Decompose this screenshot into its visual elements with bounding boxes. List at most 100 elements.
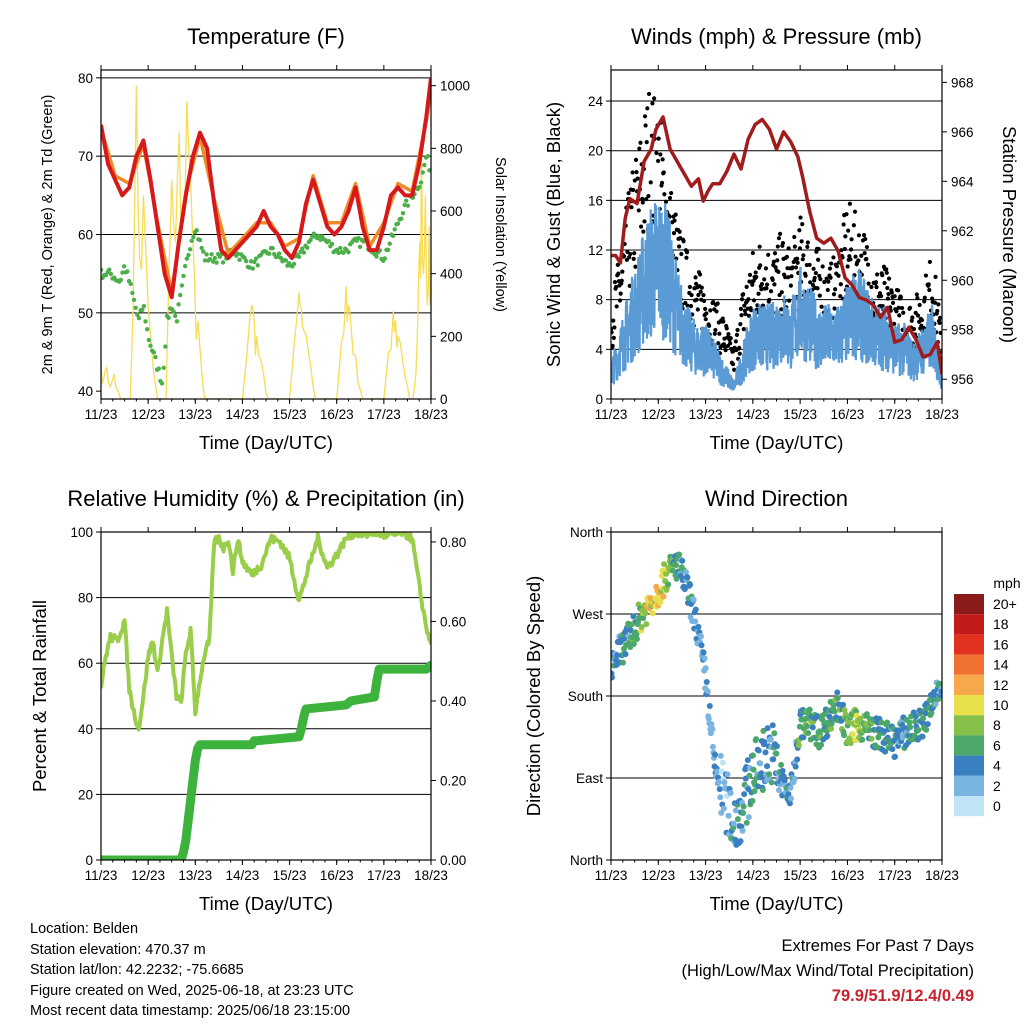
x-tick-label: 15/23 <box>783 407 817 422</box>
dewpoint-point <box>211 259 216 264</box>
gust-point <box>938 315 942 320</box>
direction-point <box>740 809 747 816</box>
direction-point <box>764 763 771 770</box>
direction-point <box>622 651 629 658</box>
gust-point <box>655 158 661 164</box>
legend-label: 20+ <box>993 596 1017 612</box>
gust-point <box>843 234 848 239</box>
wind-pressure-chart-title: Winds (mph) & Pressure (mb) <box>631 24 922 49</box>
direction-point <box>630 640 637 647</box>
direction-point <box>704 688 711 695</box>
direction-point <box>791 775 798 782</box>
gust-point <box>896 305 901 310</box>
y-tick-label: South <box>568 689 603 704</box>
gust-point <box>792 234 797 240</box>
direction-point <box>746 772 753 779</box>
gust-point <box>930 296 935 301</box>
y-tick-label: 8 <box>595 293 603 308</box>
y-tick-label: North <box>570 525 603 540</box>
gust-point <box>882 280 887 286</box>
dewpoint-point <box>242 255 247 260</box>
gust-point <box>865 262 871 267</box>
gust-point <box>679 251 684 257</box>
direction-point <box>692 618 699 625</box>
gust-point <box>856 258 861 263</box>
direction-point <box>891 753 898 760</box>
y2-tick-label: 800 <box>440 141 463 156</box>
dewpoint-point <box>163 344 168 349</box>
legend-label: 12 <box>993 677 1009 693</box>
dewpoint-point <box>390 233 396 239</box>
direction-point <box>676 551 683 558</box>
gust-point <box>724 326 729 331</box>
gust-point <box>807 262 812 267</box>
y2-tick-label: 400 <box>440 267 463 282</box>
dewpoint-point <box>420 170 425 175</box>
dewpoint-point <box>392 227 397 232</box>
direction-point <box>708 721 715 728</box>
gust-point <box>898 295 904 300</box>
y2-tick-label: 964 <box>951 174 974 189</box>
y-tick-label: 80 <box>78 71 93 86</box>
dewpoint-point <box>291 261 297 267</box>
direction-point <box>757 760 764 767</box>
gust-point <box>618 291 623 296</box>
gust-point <box>822 279 827 285</box>
wind-direction-chart-xlabel: Time (Day/UTC) <box>710 893 844 914</box>
dewpoint-point <box>131 297 137 303</box>
gust-point <box>629 205 634 210</box>
gust-point <box>641 229 646 234</box>
dewpoint-point <box>194 228 199 233</box>
dewpoint-point <box>244 258 249 264</box>
legend-label: 8 <box>993 717 1001 733</box>
gust-point <box>863 236 868 242</box>
gust-point <box>677 229 682 234</box>
x-tick-label: 16/23 <box>831 407 865 422</box>
direction-point <box>863 711 870 718</box>
gust-point <box>654 150 659 156</box>
y-tick-label: 100 <box>70 525 93 540</box>
gust-point <box>776 269 781 274</box>
direction-point <box>630 613 637 620</box>
direction-point <box>744 757 751 764</box>
direction-point <box>740 803 747 810</box>
gust-point <box>845 264 850 269</box>
gust-point <box>685 303 690 308</box>
y2-tick-label: 0.40 <box>440 694 466 709</box>
gust-point <box>614 284 619 290</box>
gust-point <box>805 244 810 249</box>
x-tick-label: 15/23 <box>273 407 307 422</box>
direction-point <box>697 633 704 640</box>
direction-point <box>642 610 649 617</box>
gust-point <box>683 300 688 306</box>
gust-point <box>818 277 823 282</box>
gust-point <box>764 282 770 287</box>
direction-point <box>702 665 709 672</box>
direction-point <box>889 746 896 753</box>
gust-point <box>838 282 843 287</box>
gust-point <box>894 309 899 314</box>
extremes-title: Extremes For Past 7 Days <box>781 937 974 955</box>
y2-tick-label: 966 <box>951 125 974 140</box>
gust-point <box>772 251 778 256</box>
gust-point <box>684 250 690 255</box>
dewpoint-point <box>336 250 341 256</box>
gust-point <box>701 298 707 304</box>
dewpoint-point <box>199 245 204 251</box>
recent-text: Most recent data timestamp: 2025/06/18 2… <box>30 1003 351 1019</box>
elevation-text: Station elevation: 470.37 m <box>30 941 206 958</box>
direction-point <box>786 800 793 807</box>
direction-point <box>665 581 672 588</box>
direction-point <box>712 751 719 758</box>
direction-point <box>737 838 744 845</box>
legend-swatch <box>954 634 984 655</box>
gust-point <box>800 222 805 227</box>
x-tick-label: 18/23 <box>925 407 959 422</box>
gust-point <box>737 345 742 350</box>
direction-point <box>776 787 783 794</box>
dewpoint-point <box>326 238 331 244</box>
y-tick-label: West <box>572 607 603 622</box>
gust-point <box>851 223 856 228</box>
gust-point <box>612 325 617 330</box>
gust-point <box>662 192 667 197</box>
